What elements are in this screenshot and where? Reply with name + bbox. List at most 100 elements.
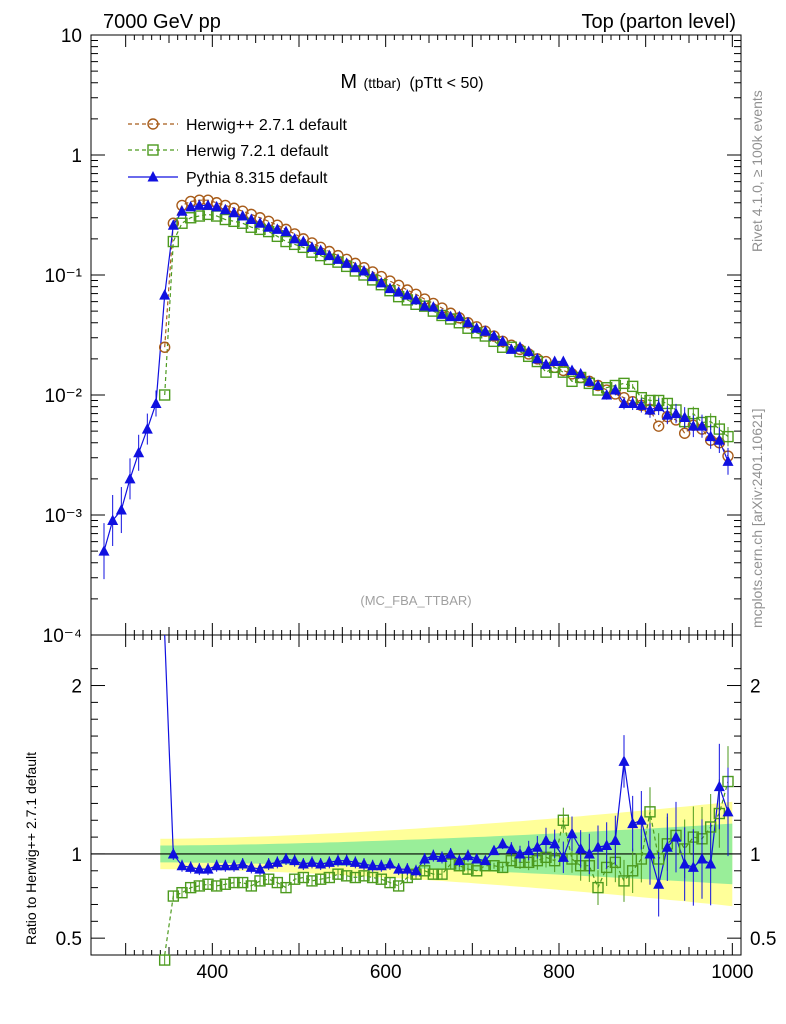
pythia-point — [107, 514, 119, 525]
pythia-ratio-point — [635, 814, 647, 825]
pythia-ratio-point — [549, 837, 561, 849]
herwig7-ratio-point — [219, 878, 232, 890]
herwig7-point — [184, 212, 197, 224]
herwigpp-point — [158, 341, 171, 353]
analysis-label: (MC_FBA_TTBAR) — [360, 593, 471, 608]
herwig7-ratio-point — [158, 954, 171, 966]
pythia-point — [401, 289, 413, 300]
pythia-ratio-point — [627, 817, 639, 829]
herwig7-ratio-line — [164, 781, 729, 956]
y-tick-label: 10⁻³ — [45, 506, 83, 527]
pythia-point — [133, 446, 145, 458]
pythia-point — [367, 270, 379, 282]
pythia-ratio-point — [401, 863, 413, 874]
pythia-ratio-point — [705, 858, 717, 869]
herwig7-ratio-point — [618, 875, 630, 887]
pythia-ratio-point — [297, 858, 309, 869]
pythia-ratio-point — [471, 853, 483, 864]
herwig7-ratio-point — [366, 871, 379, 884]
pythia-ratio-point — [306, 856, 318, 867]
pythia-ratio-point — [367, 859, 379, 871]
pythia-ratio-point — [557, 851, 569, 862]
legend-label: Pythia 8.315 default — [186, 170, 328, 187]
pythia-ratio-point — [219, 859, 231, 871]
header-right: Top (parton level) — [581, 11, 736, 33]
pythia-ratio-point — [575, 842, 587, 854]
pythia-ratio-point — [540, 834, 552, 845]
pythia-point — [557, 355, 569, 367]
pythia-point — [254, 217, 266, 228]
pythia-point — [349, 261, 361, 273]
pythia-ratio-point — [202, 863, 214, 874]
pythia-point — [98, 545, 110, 556]
herwigpp-line — [164, 199, 729, 457]
herwigpp-point — [652, 420, 665, 432]
axis-ticks: 400 600 800 1000 10 1 10⁻¹ 10⁻² 10⁻³ 10⁻⁴ 2 2 1 1 0.5 0… — [43, 26, 777, 983]
title-sub: (ttbar) — [364, 75, 401, 91]
pythia-ratio-point — [280, 853, 292, 864]
pythia-point — [627, 397, 639, 408]
pythia-point — [202, 199, 214, 210]
pythia-ratio-point — [713, 780, 725, 792]
legend-marker — [147, 144, 159, 156]
pythia-ratio-point — [488, 844, 500, 856]
herwig7-ratio-point — [626, 865, 639, 877]
pythia-point — [176, 205, 188, 216]
pythia-point — [575, 367, 587, 379]
herwig7-point — [566, 375, 578, 388]
pythia-ratio-point — [497, 837, 509, 849]
y-tick-label: 1 — [71, 146, 82, 167]
pythia-ratio-point — [167, 847, 179, 859]
pythia-point — [713, 434, 725, 445]
pythia-point — [670, 407, 682, 419]
pythia-point — [315, 244, 327, 256]
pythia-ratio-point — [375, 859, 387, 871]
herwig7-point — [626, 380, 639, 393]
herwig7-point — [722, 430, 734, 443]
pythia-ratio-point — [687, 861, 699, 872]
herwig7-point — [167, 235, 180, 248]
pythia-point — [523, 345, 535, 357]
ratio-frame — [90, 634, 742, 956]
pythia-ratio-point — [211, 859, 223, 871]
herwig7-ratio-point — [358, 870, 370, 882]
pythia-point — [263, 221, 275, 232]
x-tick-label: 800 — [543, 962, 575, 983]
pythia-ratio-point — [566, 827, 578, 839]
pythia-ratio-point — [670, 831, 682, 842]
ratio-tick-label-right: 1 — [750, 845, 761, 866]
pythia-ratio-point — [185, 861, 197, 872]
title-rest: (pTtt < 50) — [409, 75, 483, 92]
pythia-ratio-point — [419, 853, 431, 864]
pythia-point — [323, 249, 335, 261]
pythia-point — [609, 384, 621, 395]
herwig7-ratio-point — [488, 860, 500, 872]
pythia-point — [167, 219, 179, 230]
pythia-point — [393, 286, 405, 297]
pythia-ratio-point — [696, 853, 708, 864]
pythia-ratio-point — [653, 878, 665, 889]
pythia-point — [601, 389, 613, 400]
pythia-point — [644, 403, 656, 415]
legend: Herwig++ 2.7.1 default Herwig 7.2.1 defau… — [128, 117, 348, 187]
herwig7-ratio-point — [193, 880, 206, 892]
pythia-ratio-point — [609, 834, 621, 845]
pythia-ratio-point — [531, 841, 543, 852]
plot-title: M (ttbar) (pTtt < 50) — [340, 71, 483, 93]
pythia-ratio-point — [445, 847, 457, 859]
herwig7-ratio-point — [297, 871, 310, 884]
pythia-point — [237, 210, 249, 221]
pythia-ratio-point — [618, 755, 630, 766]
pythia-point — [566, 364, 578, 376]
herwig7-ratio-point — [210, 880, 223, 892]
herwig7-ratio-point — [462, 863, 474, 875]
pythia-ratio-point — [679, 858, 691, 869]
pythia-point — [540, 358, 552, 369]
pythia-ratio-point — [271, 856, 283, 867]
herwig7-point — [158, 389, 171, 401]
pythia-point — [592, 379, 604, 390]
pythia-point — [124, 472, 136, 484]
herwig7-ratio-point — [644, 806, 656, 818]
herwig7-ratio-point — [436, 868, 448, 880]
